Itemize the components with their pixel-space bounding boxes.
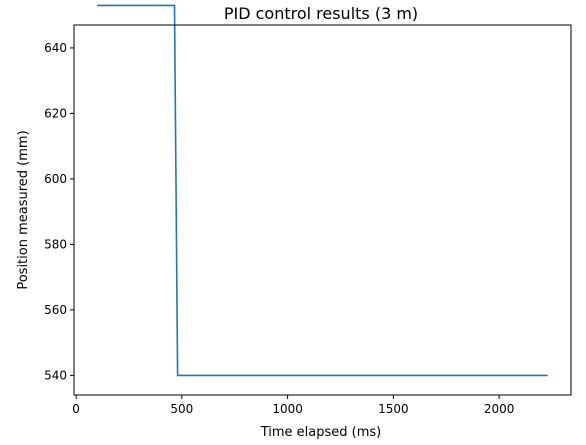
x-tick-label: 500 bbox=[170, 402, 193, 416]
y-tick-label: 600 bbox=[44, 172, 67, 186]
y-tick-label: 620 bbox=[44, 106, 67, 120]
chart-title: PID control results (3 m) bbox=[224, 4, 418, 23]
y-axis-label: Position measured (mm) bbox=[16, 130, 31, 289]
y-tick-label: 640 bbox=[44, 41, 67, 55]
plot-area-frame bbox=[73, 24, 572, 396]
x-tick-label: 1500 bbox=[378, 402, 409, 416]
y-tick-label: 560 bbox=[44, 303, 67, 317]
series-line-position bbox=[97, 4, 548, 377]
x-tick-label: 0 bbox=[72, 402, 80, 416]
x-tick-label: 1000 bbox=[272, 402, 303, 416]
x-axis-label: Time elapsed (ms) bbox=[260, 425, 382, 440]
axis-ticks: 0 500 1000 1500 2000 540 560 580 600 620 640 bbox=[44, 41, 514, 416]
x-tick-label: 2000 bbox=[484, 402, 515, 416]
y-tick-label: 580 bbox=[44, 237, 67, 251]
y-tick-label: 540 bbox=[44, 368, 67, 382]
